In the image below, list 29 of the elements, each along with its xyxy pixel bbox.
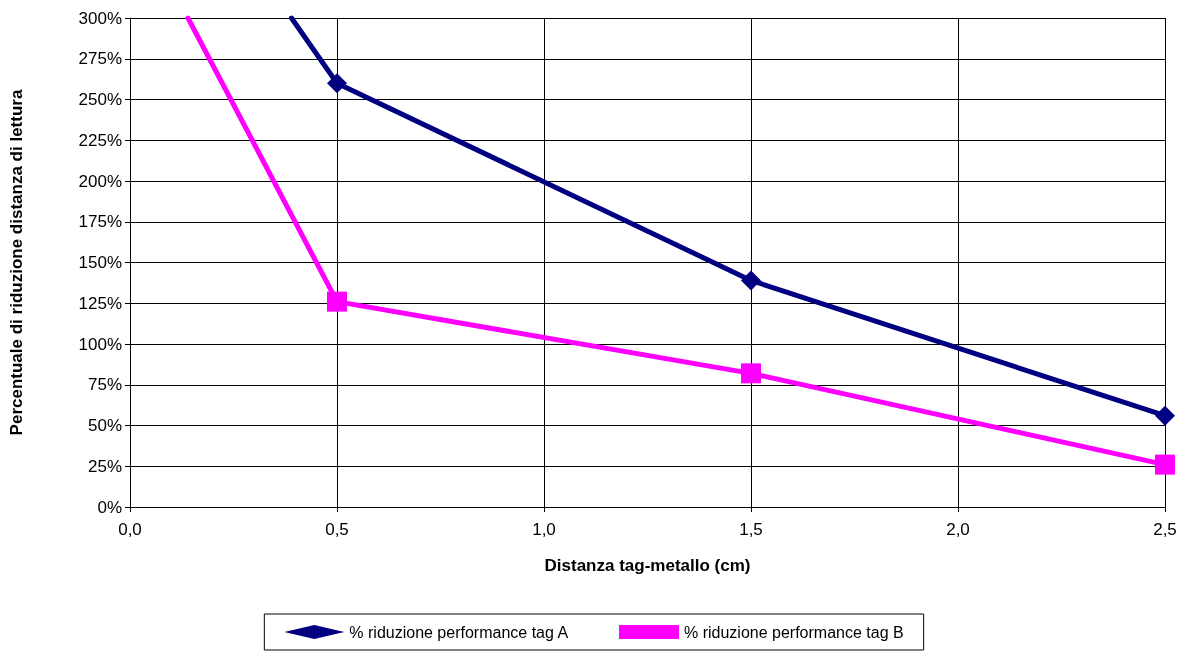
y-tick-label: 75%	[87, 375, 122, 395]
x-tick-label: 2,5	[1153, 520, 1177, 539]
point	[1155, 454, 1175, 475]
point	[741, 363, 761, 384]
y-tick-label: 175%	[78, 212, 122, 232]
y-axis-title: Percentuale di riduzione distanza di lettura	[7, 89, 26, 436]
y-tick-label: 275%	[78, 49, 122, 69]
y-tick-label: 0%	[97, 497, 122, 517]
x-tick-label: 1,5	[739, 520, 763, 539]
y-tick-label: 150%	[78, 253, 122, 272]
point	[741, 270, 761, 291]
y-tick-label: 50%	[87, 416, 122, 435]
y-tick-label: 100%	[78, 334, 122, 354]
x-axis-title: Distanza tag-metallo (cm)	[544, 556, 751, 575]
legend-label: % riduzione performance tag B	[684, 623, 904, 641]
point	[327, 291, 347, 312]
x-tick-label: 2,0	[946, 520, 970, 539]
x-tick-label: 1,0	[532, 520, 556, 539]
legend-label: % riduzione performance tag A	[349, 623, 569, 641]
x-tick-label: 0,5	[325, 520, 349, 539]
y-tick-label: 300%	[78, 8, 122, 28]
y-tick-label: 250%	[78, 90, 122, 109]
y-tick-label: 125%	[78, 293, 122, 313]
y-tick-label: 25%	[87, 456, 122, 476]
y-tick-label: 200%	[78, 171, 122, 191]
y-tick-label: 225%	[78, 130, 122, 150]
point	[327, 73, 347, 94]
x-tick-label: 0,0	[118, 520, 142, 539]
point	[1155, 405, 1175, 426]
